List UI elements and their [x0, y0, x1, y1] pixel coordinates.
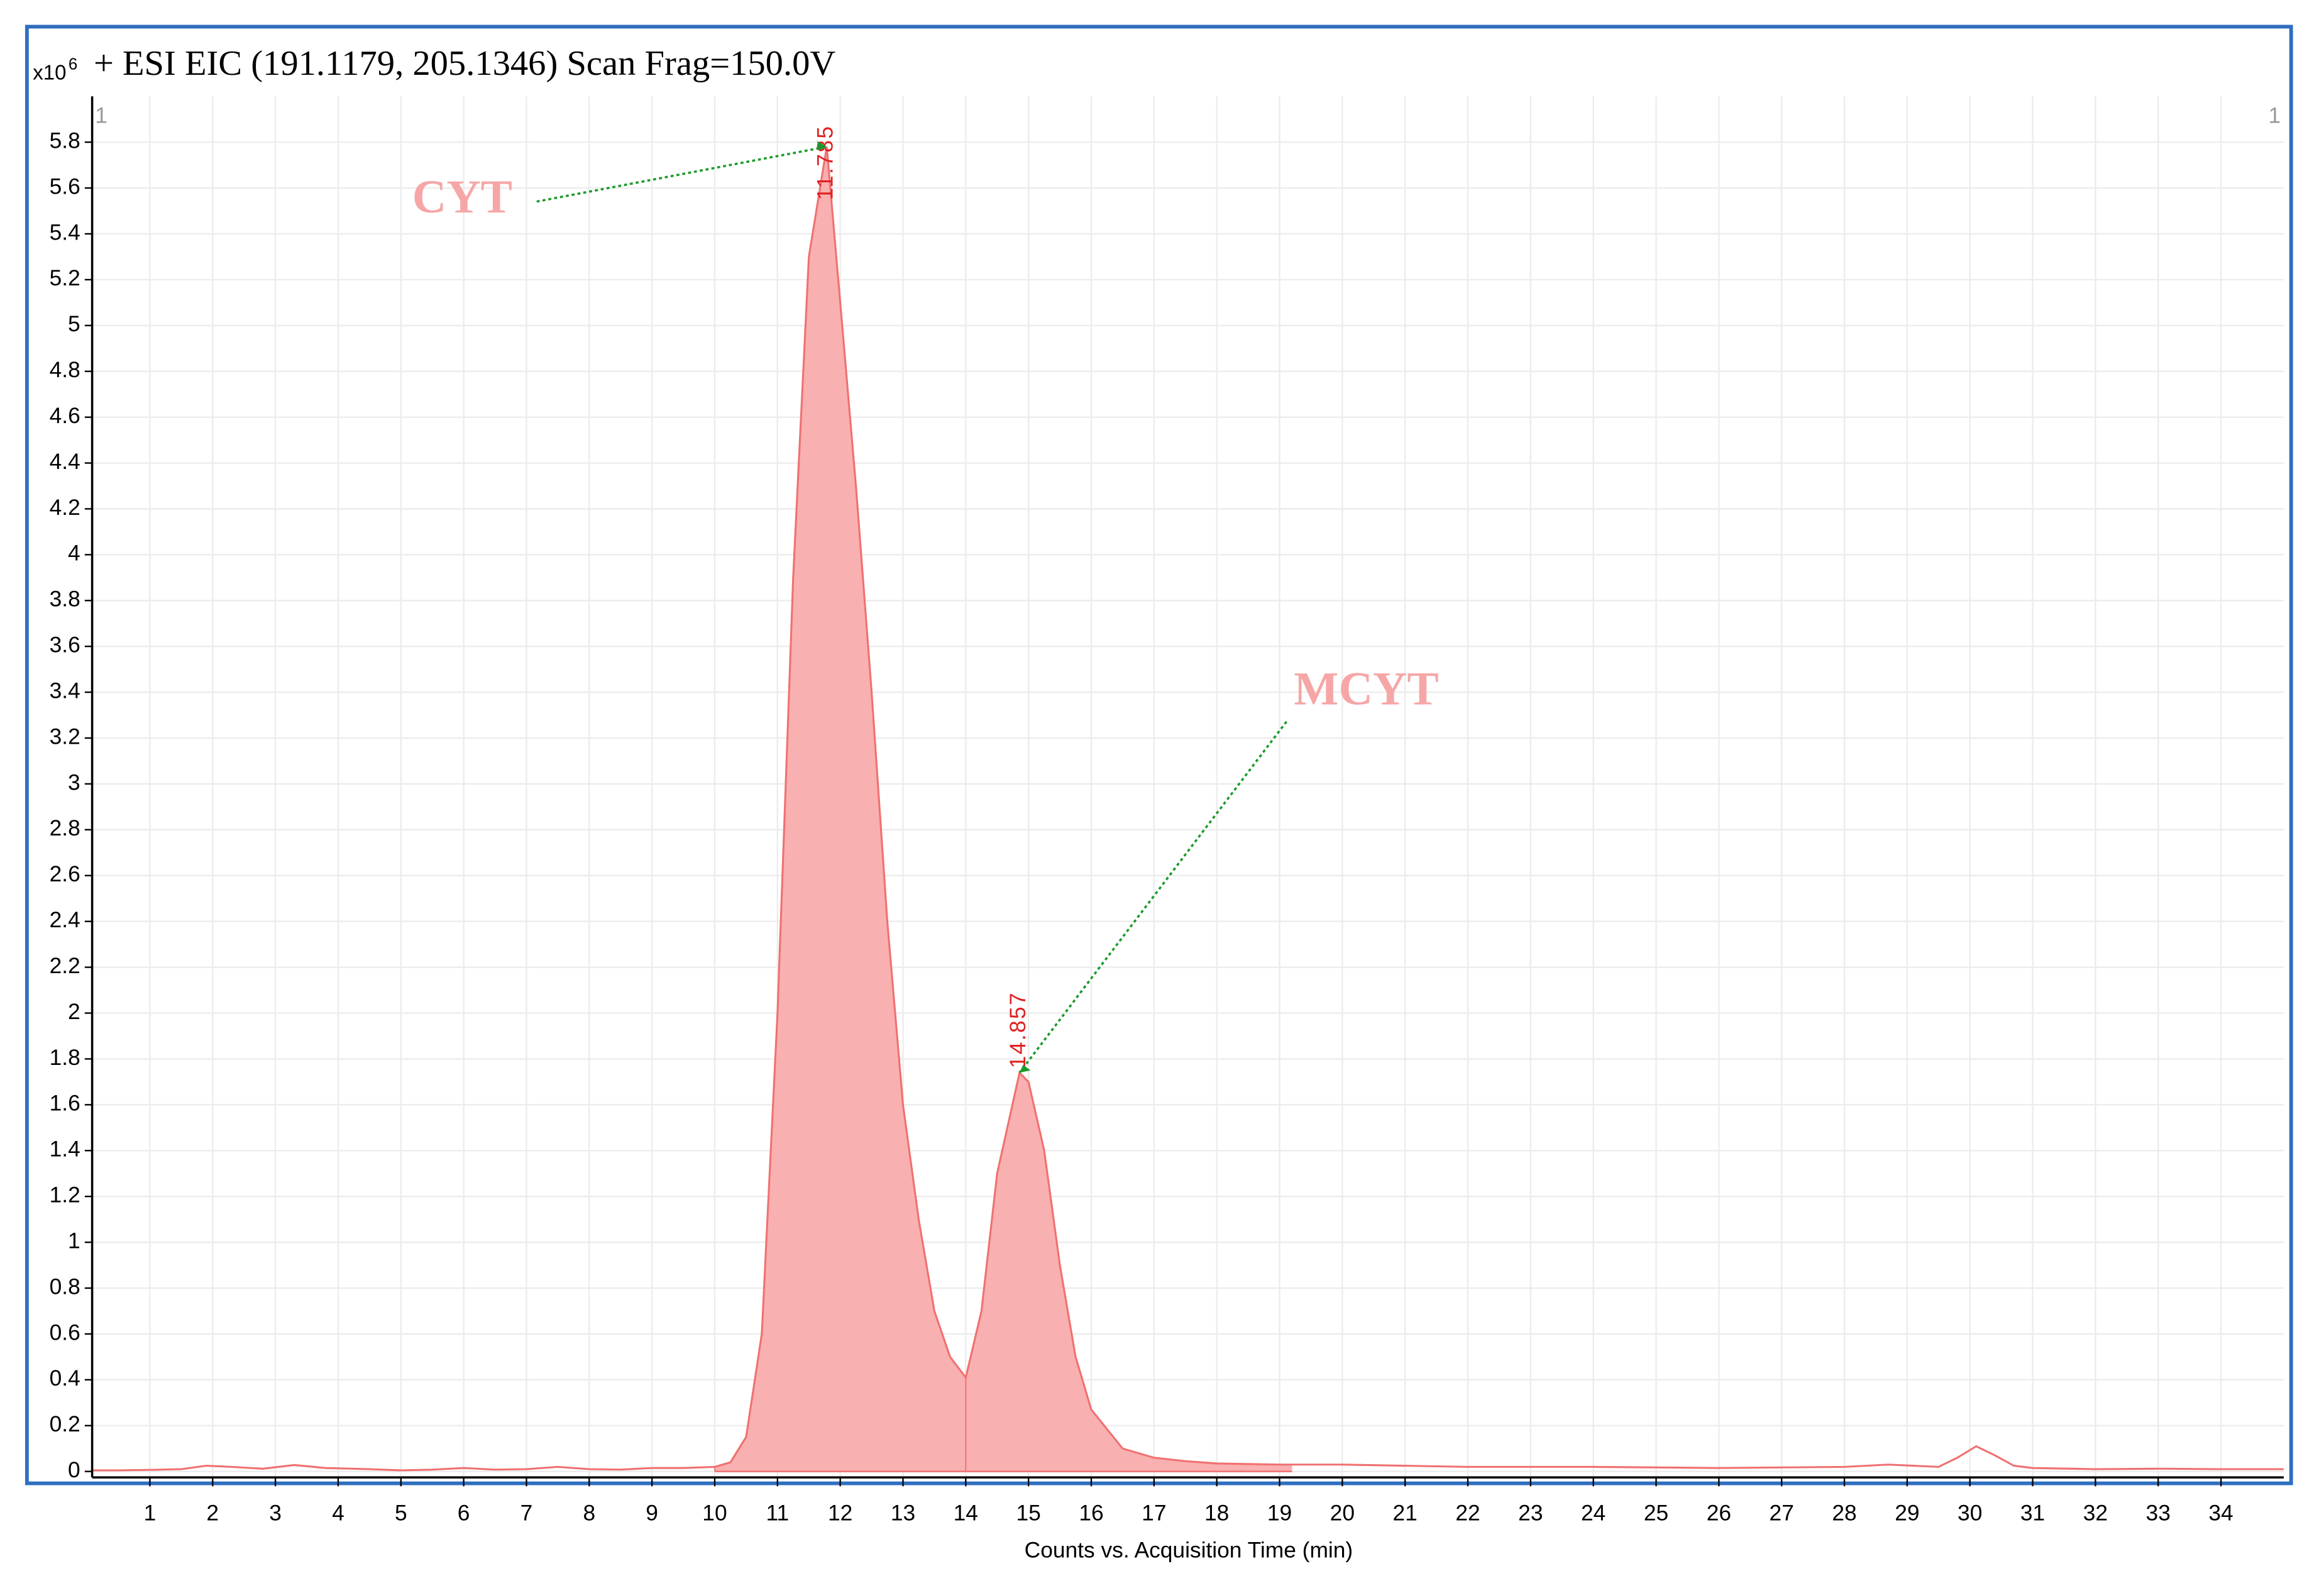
x-tick-label: 16 — [1079, 1501, 1103, 1525]
y-tick-label: 0 — [68, 1458, 80, 1482]
y-tick-label: 3.8 — [50, 587, 80, 612]
x-tick-label: 30 — [1958, 1501, 1982, 1525]
annotation-arrow — [536, 145, 827, 203]
x-tick-label: 12 — [828, 1501, 852, 1525]
peak-name: CYT — [412, 171, 512, 223]
x-tick-label: 18 — [1204, 1501, 1229, 1525]
x-tick-label: 10 — [702, 1501, 727, 1525]
y-tick-label: 2.2 — [50, 954, 80, 978]
peak-rt-label: 14.857 — [1006, 991, 1030, 1068]
x-tick-label: 32 — [2083, 1501, 2108, 1525]
y-tick-label: 3.2 — [50, 724, 80, 749]
x-tick-label: 33 — [2146, 1501, 2171, 1525]
x-tick-label: 17 — [1142, 1501, 1166, 1525]
corner-label: 1 — [2269, 104, 2281, 128]
arrow-head — [1019, 1064, 1031, 1073]
y-tick-label: 2.4 — [50, 908, 80, 932]
y-tick-label: 0.4 — [50, 1366, 80, 1391]
frame — [25, 25, 2293, 1486]
x-tick-label: 24 — [1581, 1501, 1605, 1525]
corner-label: 1 — [95, 104, 107, 128]
y-tick-label: 4 — [68, 541, 80, 566]
x-tick-label: 29 — [1895, 1501, 1919, 1525]
peak-rt-label: 11.785 — [813, 125, 838, 201]
y-tick-label: 1 — [68, 1228, 80, 1253]
x-tick-label: 8 — [583, 1501, 595, 1525]
x-tick-label: 15 — [1016, 1501, 1041, 1525]
x-axis-label: Counts vs. Acquisition Time (min) — [1025, 1538, 1353, 1562]
y-tick-label: 0.2 — [50, 1412, 80, 1436]
trace-line — [93, 146, 2284, 1472]
y-tick-label: 5.8 — [50, 128, 80, 153]
x-tick-label: 20 — [1330, 1501, 1355, 1525]
y-tick-label: 5 — [68, 312, 80, 336]
x-tick-label: 5 — [395, 1501, 407, 1525]
y-tick-label: 1.6 — [50, 1091, 80, 1116]
y-tick-label: 2 — [68, 1000, 80, 1024]
x-tick-label: 26 — [1707, 1501, 1731, 1525]
x-tick-label: 31 — [2020, 1501, 2045, 1525]
y-tick-label: 4.8 — [50, 358, 80, 382]
y-tick-label: 1.2 — [50, 1183, 80, 1208]
y-tick-label: 5.4 — [50, 220, 80, 245]
x-tick-label: 14 — [954, 1501, 978, 1525]
peak-area — [714, 146, 966, 1472]
x-tick-label: 27 — [1770, 1501, 1794, 1525]
annotation-arrow — [1018, 720, 1287, 1074]
x-tick-label: 1 — [144, 1501, 157, 1525]
x-tick-label: 21 — [1393, 1501, 1418, 1525]
y-tick-label: 3 — [68, 770, 80, 795]
y-tick-label: 0.6 — [50, 1320, 80, 1345]
x-tick-label: 3 — [269, 1501, 282, 1525]
y-tick-label: 4.2 — [50, 495, 80, 520]
x-tick-label: 23 — [1518, 1501, 1543, 1525]
peak-name: MCYT — [1294, 663, 1438, 715]
x-tick-label: 22 — [1455, 1501, 1480, 1525]
y-tick-label: 4.6 — [50, 404, 80, 428]
y-tick-label: 5.2 — [50, 266, 80, 290]
arrow-head — [817, 141, 827, 150]
x-tick-label: 19 — [1267, 1501, 1292, 1525]
x-tick-label: 34 — [2208, 1501, 2233, 1525]
y-tick-label: 1.4 — [50, 1137, 80, 1162]
y-tick-label: 2.8 — [50, 816, 80, 841]
x-tick-label: 13 — [891, 1501, 915, 1525]
y-tick-label: 0.8 — [50, 1274, 80, 1299]
y-scale-exponent: 6 — [69, 56, 77, 74]
x-tick-label: 7 — [520, 1501, 533, 1525]
x-tick-label: 9 — [646, 1501, 658, 1525]
chart-title: + ESI EIC (191.1179, 205.1346) Scan Frag… — [94, 44, 835, 83]
y-scale-label: x10 — [33, 61, 66, 84]
x-tick-label: 4 — [332, 1501, 344, 1525]
y-tick-label: 2.6 — [50, 862, 80, 886]
y-tick-label: 1.8 — [50, 1045, 80, 1070]
x-tick-label: 25 — [1644, 1501, 1668, 1525]
x-tick-label: 6 — [458, 1501, 470, 1525]
y-tick-label: 3.4 — [50, 678, 80, 703]
y-tick-label: 3.6 — [50, 633, 80, 658]
y-tick-label: 5.6 — [50, 174, 80, 199]
y-tick-label: 4.4 — [50, 449, 80, 474]
x-tick-label: 28 — [1832, 1501, 1856, 1525]
x-tick-label: 2 — [206, 1501, 219, 1525]
peak-area — [966, 1072, 1292, 1472]
x-tick-label: 11 — [766, 1501, 789, 1525]
